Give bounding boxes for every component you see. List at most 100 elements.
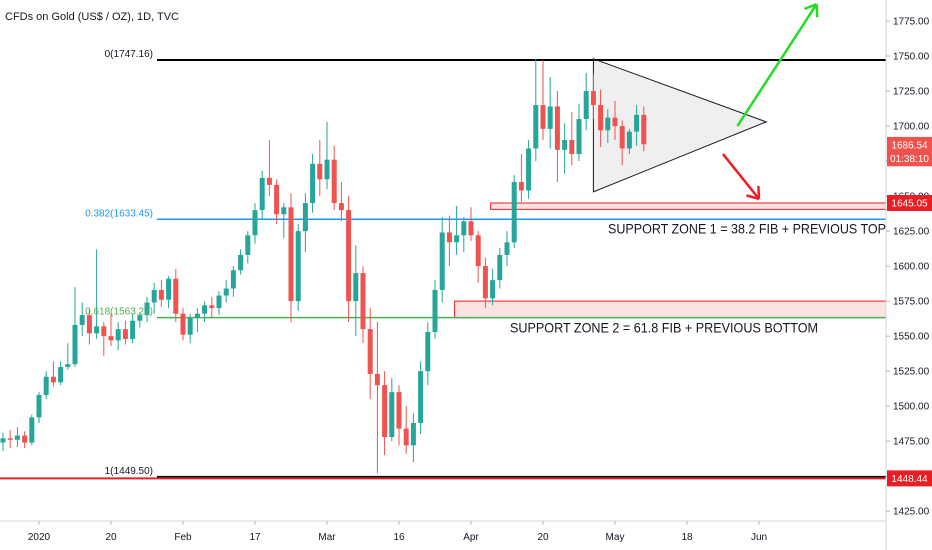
candle[interactable]	[583, 72, 589, 131]
candle[interactable]	[151, 282, 157, 314]
candle[interactable]	[331, 145, 337, 211]
candle[interactable]	[180, 308, 186, 341]
candle[interactable]	[439, 217, 445, 303]
candle[interactable]	[403, 406, 409, 454]
candle[interactable]	[482, 257, 488, 309]
candle[interactable]	[619, 120, 625, 166]
candle-body	[403, 428, 409, 446]
candle[interactable]	[137, 312, 143, 328]
time-tick-label: Apr	[463, 532, 479, 543]
candle[interactable]	[526, 140, 532, 199]
candle[interactable]	[511, 175, 517, 248]
candle[interactable]	[634, 105, 640, 146]
candle-body	[115, 329, 121, 341]
candle[interactable]	[382, 371, 388, 456]
candle[interactable]	[346, 196, 352, 323]
candle[interactable]	[58, 361, 64, 386]
candle[interactable]	[274, 179, 280, 225]
candle[interactable]	[72, 287, 78, 367]
candle[interactable]	[324, 121, 330, 190]
candle[interactable]	[626, 128, 632, 155]
candle[interactable]	[295, 224, 301, 311]
candle[interactable]	[410, 413, 416, 463]
candle[interactable]	[454, 205, 460, 255]
candle[interactable]	[396, 385, 402, 446]
candle-body	[288, 207, 294, 302]
candle[interactable]	[468, 207, 474, 241]
candle[interactable]	[590, 74, 596, 120]
candle[interactable]	[598, 89, 604, 148]
candle[interactable]	[94, 249, 100, 339]
candle[interactable]	[0, 432, 6, 451]
candle[interactable]	[497, 247, 503, 289]
candle[interactable]	[86, 308, 92, 345]
candle[interactable]	[122, 320, 128, 345]
candle[interactable]	[562, 123, 568, 174]
candle[interactable]	[547, 77, 553, 149]
candle[interactable]	[194, 308, 200, 332]
candle[interactable]	[130, 313, 136, 344]
candle[interactable]	[108, 313, 114, 346]
candle[interactable]	[425, 322, 431, 386]
candle[interactable]	[418, 361, 424, 435]
candle[interactable]	[22, 431, 28, 449]
candle[interactable]	[317, 140, 323, 197]
candle[interactable]	[266, 140, 272, 197]
candle[interactable]	[504, 231, 510, 267]
candle[interactable]	[310, 154, 316, 213]
candle[interactable]	[518, 154, 524, 202]
candle[interactable]	[144, 296, 150, 323]
candle[interactable]	[173, 268, 179, 323]
candle[interactable]	[50, 361, 56, 387]
candle[interactable]	[569, 112, 575, 166]
candle[interactable]	[461, 217, 467, 253]
price-axis[interactable]: 1425.001450.001475.001500.001525.001550.…	[886, 17, 930, 518]
candle[interactable]	[29, 414, 35, 446]
candle[interactable]	[533, 58, 539, 162]
candle[interactable]	[612, 100, 618, 141]
candle[interactable]	[281, 203, 287, 239]
candle[interactable]	[367, 308, 373, 400]
candle[interactable]	[65, 343, 71, 370]
candle[interactable]	[288, 193, 294, 323]
support-zone-1[interactable]	[490, 202, 887, 210]
support-zone-2[interactable]	[454, 300, 887, 319]
candle[interactable]	[389, 378, 395, 442]
candle[interactable]	[209, 296, 215, 318]
candle[interactable]	[14, 427, 20, 447]
candle[interactable]	[490, 268, 496, 306]
candle[interactable]	[576, 103, 582, 162]
candle[interactable]	[238, 249, 244, 275]
candle[interactable]	[101, 322, 107, 356]
candle[interactable]	[446, 215, 452, 267]
candle[interactable]	[36, 392, 42, 423]
candle[interactable]	[554, 91, 560, 183]
time-axis[interactable]: 2020 20 Feb 17 Mar 16 Apr 20 May 18 Jun	[28, 521, 767, 543]
candle[interactable]	[360, 266, 366, 344]
candle[interactable]	[540, 60, 546, 141]
candle[interactable]	[230, 266, 236, 297]
candle[interactable]	[158, 280, 164, 307]
candle[interactable]	[259, 170, 265, 219]
candle[interactable]	[252, 203, 258, 244]
candle[interactable]	[43, 371, 49, 400]
candle[interactable]	[374, 322, 380, 474]
candle[interactable]	[115, 322, 121, 351]
candle[interactable]	[223, 280, 229, 303]
candle[interactable]	[187, 313, 193, 344]
candle[interactable]	[216, 291, 222, 316]
candle[interactable]	[79, 302, 85, 337]
candle[interactable]	[605, 109, 611, 143]
candle[interactable]	[432, 280, 438, 339]
candle[interactable]	[641, 106, 647, 152]
candle[interactable]	[353, 245, 359, 337]
candle[interactable]	[245, 231, 251, 264]
candle[interactable]	[202, 301, 208, 323]
candle[interactable]	[302, 193, 308, 253]
candle[interactable]	[166, 275, 172, 309]
candle[interactable]	[338, 182, 344, 222]
candle[interactable]	[475, 231, 481, 283]
symmetrical-triangle[interactable]	[592, 58, 768, 193]
candle[interactable]	[7, 429, 13, 449]
